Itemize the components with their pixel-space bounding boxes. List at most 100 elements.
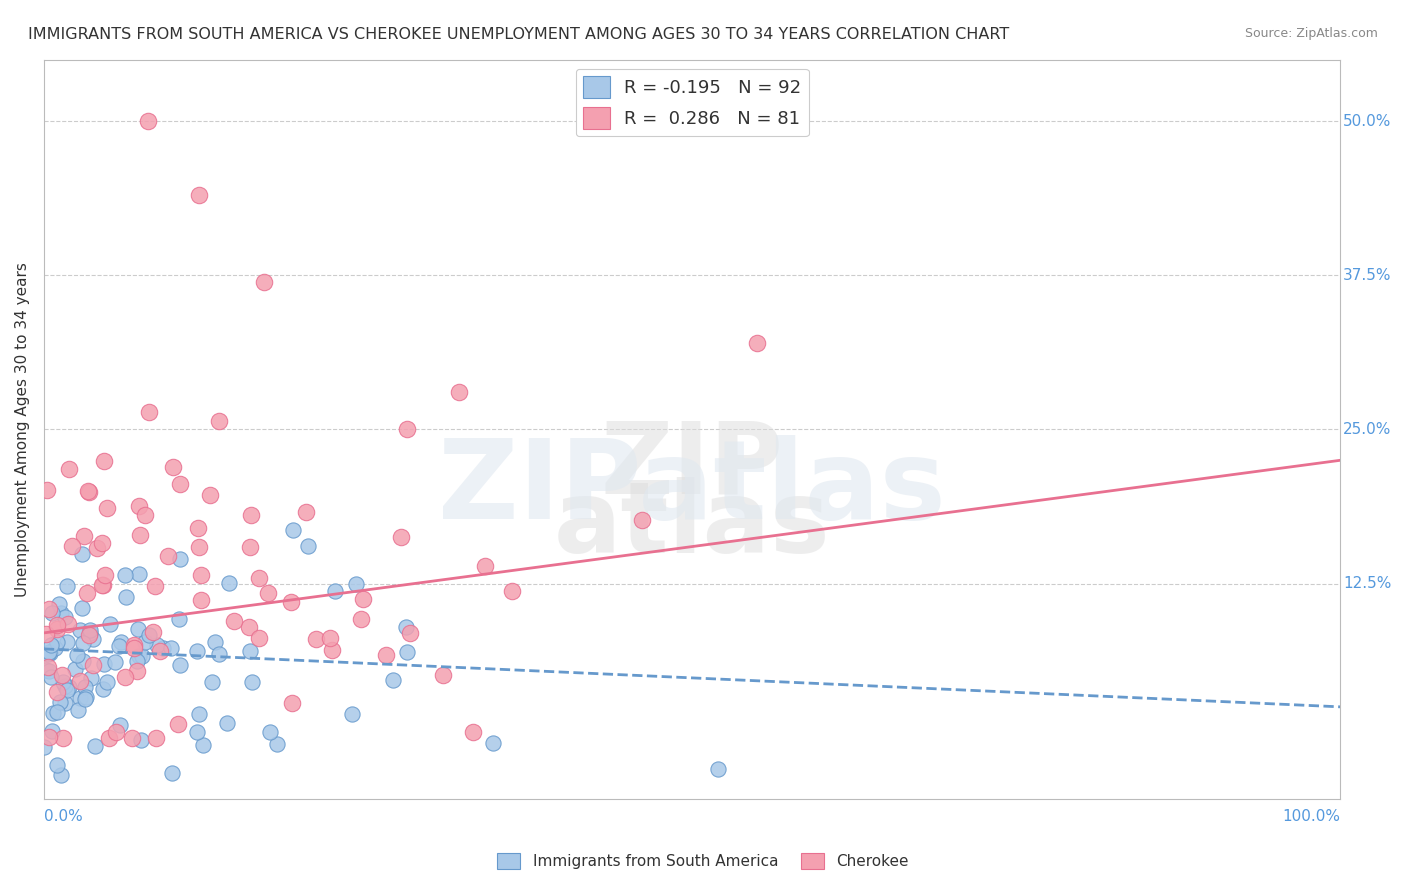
Point (96, 674, 118, 689)
Point (266, 737, 288, 751)
Point (321, 643, 343, 657)
Point (238, 619, 260, 633)
Point (93, 657, 115, 671)
Point (305, 632, 328, 647)
Point (482, 736, 505, 750)
Point (39, 670, 62, 684)
Point (51, 767, 73, 781)
Text: Source: ZipAtlas.com: Source: ZipAtlas.com (1244, 27, 1378, 40)
Point (104, 655, 127, 669)
Point (75, 690, 97, 704)
Point (82, 632, 104, 647)
Point (108, 718, 131, 732)
Point (128, 649, 150, 664)
Text: 50.0%: 50.0% (1343, 114, 1392, 128)
Point (55, 682, 77, 697)
Point (93, 454, 115, 468)
Point (145, 579, 167, 593)
Point (48, 695, 70, 709)
Point (201, 674, 224, 689)
Point (56, 616, 79, 631)
Point (169, 657, 191, 672)
Point (281, 524, 304, 538)
Point (240, 508, 263, 523)
Point (56, 579, 79, 593)
Point (45, 634, 67, 648)
Point (190, 567, 212, 582)
Point (82, 657, 104, 672)
Point (129, 732, 152, 747)
Point (52, 731, 75, 745)
Point (630, 513, 652, 527)
Point (198, 488, 221, 502)
Point (110, 635, 132, 649)
Point (242, 675, 264, 690)
Point (98, 616, 121, 631)
Point (128, 499, 150, 513)
Text: 12.5%: 12.5% (1343, 576, 1392, 591)
Point (73, 528, 96, 542)
Point (84, 739, 107, 753)
Point (96, 500, 118, 515)
Point (38, 645, 60, 659)
Point (395, 620, 418, 634)
Point (186, 725, 208, 739)
Y-axis label: Unemployment Among Ages 30 to 34 years: Unemployment Among Ages 30 to 34 years (15, 262, 30, 597)
Point (215, 716, 238, 731)
Point (67, 703, 90, 717)
Point (138, 628, 160, 642)
Point (90, 578, 112, 592)
Point (38, 602, 60, 616)
Point (125, 664, 148, 678)
Point (69, 690, 91, 705)
Point (145, 731, 167, 745)
Point (53, 679, 76, 693)
Point (51, 606, 73, 620)
Point (46, 757, 69, 772)
Point (167, 717, 190, 731)
Point (239, 644, 262, 658)
Point (253, 275, 276, 289)
Point (76, 586, 98, 600)
Text: ZIPatlas: ZIPatlas (439, 435, 946, 542)
Point (142, 624, 165, 639)
Point (37, 648, 59, 662)
Point (239, 541, 262, 555)
Legend: R = -0.195   N = 92, R =  0.286   N = 81: R = -0.195 N = 92, R = 0.286 N = 81 (575, 69, 808, 136)
Text: ZIP: ZIP (600, 418, 783, 515)
Point (350, 612, 373, 626)
Point (107, 639, 129, 653)
Point (352, 591, 374, 606)
Point (208, 414, 231, 428)
Point (124, 638, 146, 652)
Point (128, 567, 150, 582)
Point (70, 547, 93, 561)
Point (35, 483, 58, 497)
Point (131, 648, 153, 663)
Point (48, 598, 70, 612)
Point (79, 626, 101, 640)
Point (259, 725, 281, 739)
Point (38, 664, 60, 678)
Point (204, 634, 226, 648)
Point (56, 635, 79, 649)
Point (39, 646, 62, 660)
Point (224, 614, 246, 628)
Point (53, 609, 76, 624)
Point (152, 640, 174, 655)
Point (77, 627, 100, 641)
Point (193, 738, 215, 752)
Point (35, 627, 58, 641)
Point (294, 505, 316, 519)
Point (105, 725, 128, 739)
Point (46, 705, 69, 719)
Point (145, 638, 167, 652)
Point (432, 668, 454, 682)
Point (707, 762, 730, 776)
Point (149, 644, 172, 658)
Point (90, 535, 112, 549)
Point (45, 685, 67, 699)
Point (169, 612, 191, 626)
Point (63, 662, 86, 676)
Text: atlas: atlas (554, 477, 831, 574)
